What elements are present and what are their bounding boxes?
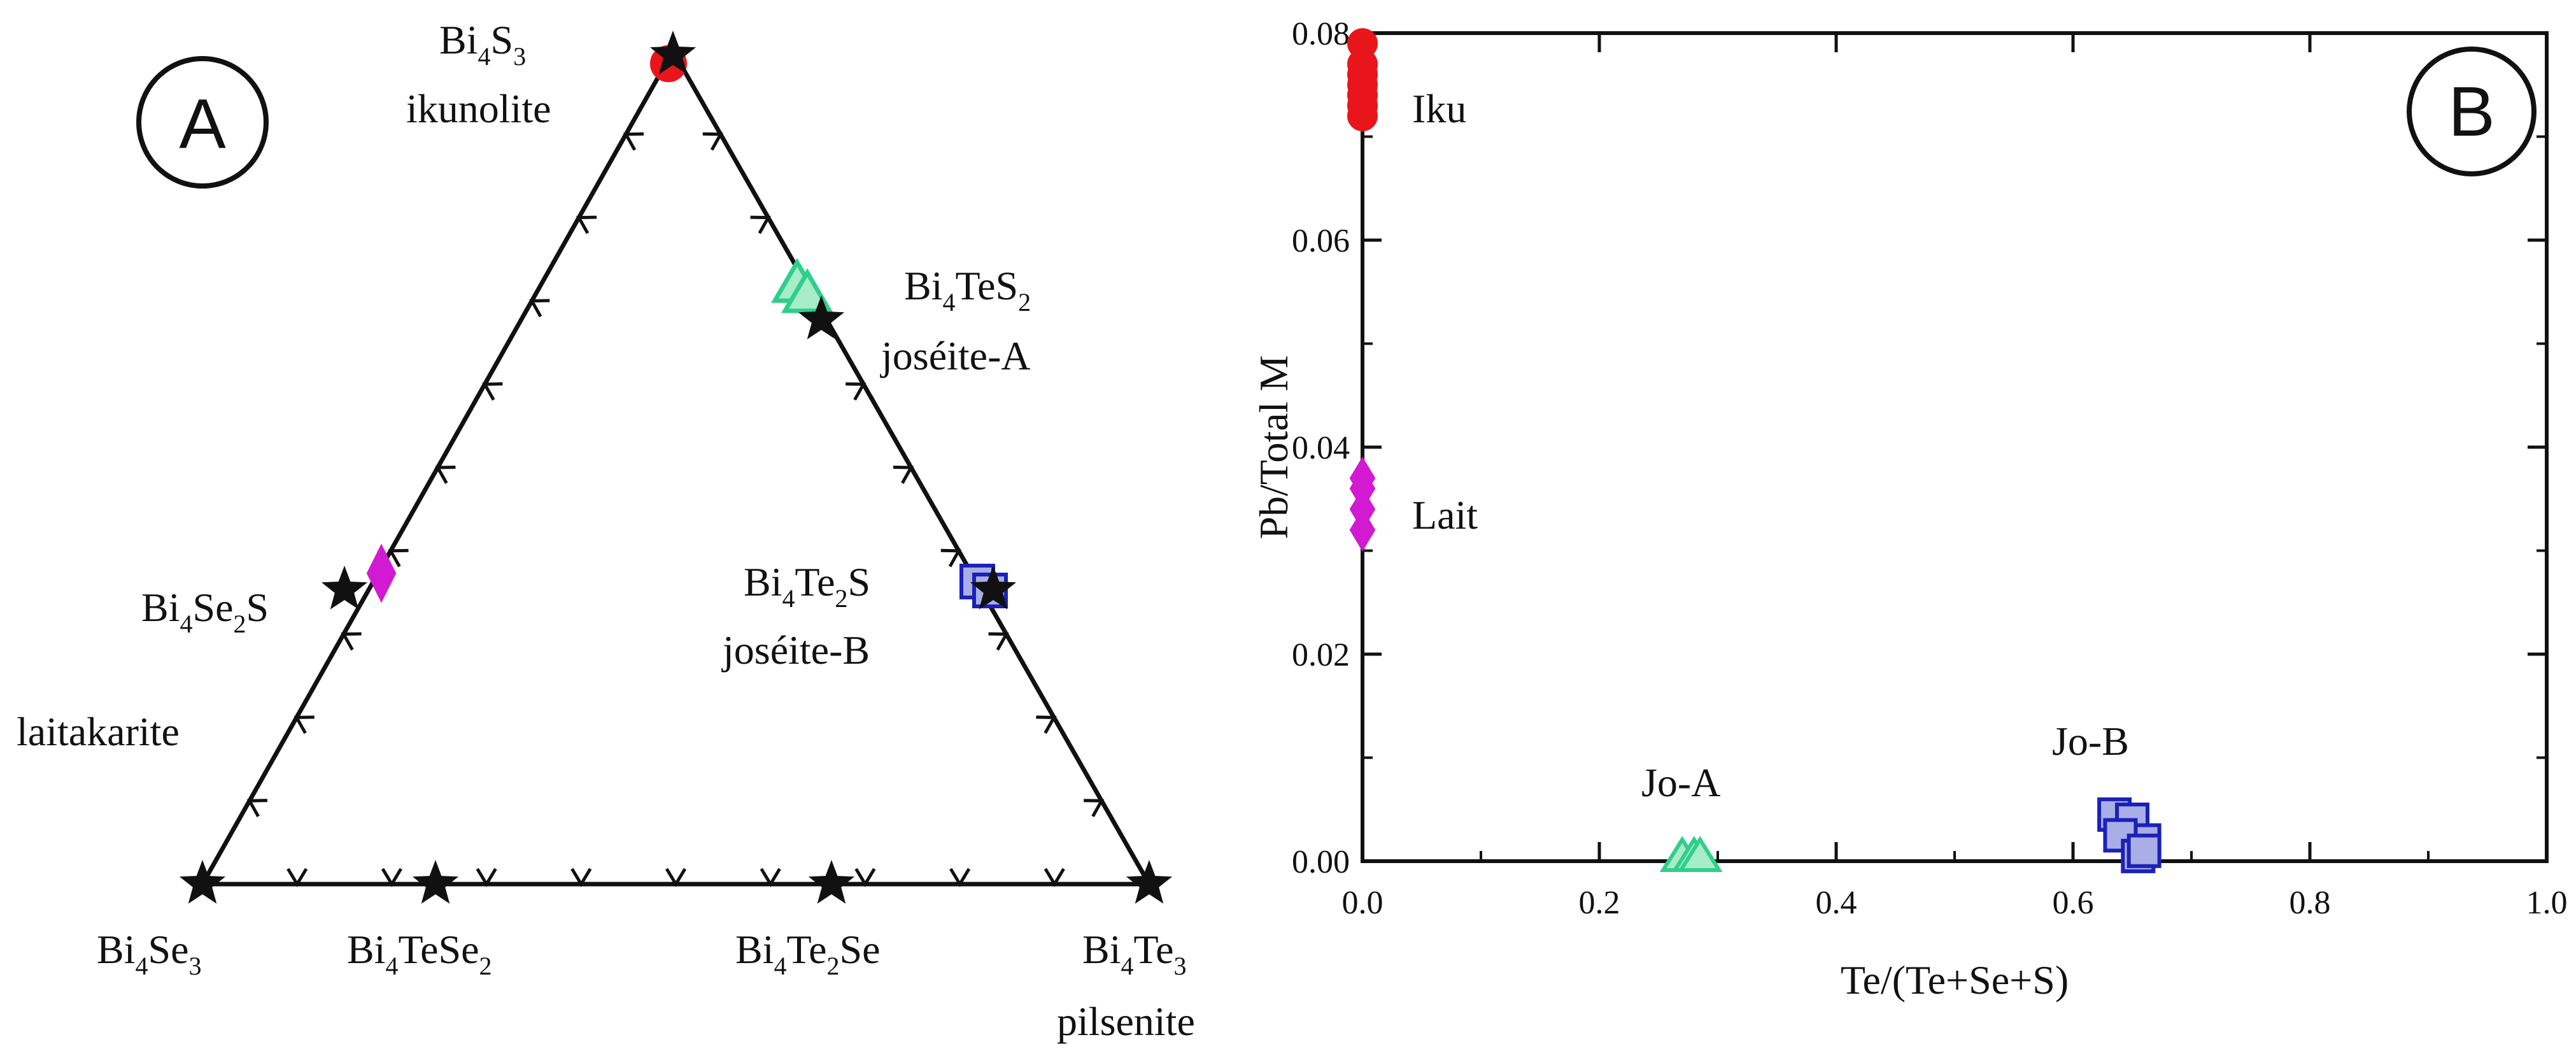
end-member-star [649,31,697,75]
end-member-star [798,296,845,340]
ternary-tick [246,799,267,817]
label-joseite-a: joséite-A [880,333,1031,378]
ternary-tick [750,215,771,234]
ternary-tick [570,868,592,887]
x-tick-label: 0.0 [1342,885,1384,921]
ternary-tick [949,868,971,887]
panel-b-letter: B [2448,73,2495,151]
x-tick-label: 0.8 [2289,885,2331,921]
ternary-tick [988,632,1009,651]
y-tick-label: 0.02 [1292,637,1350,673]
ternary-tick [388,548,409,568]
laitakarite-point [366,543,397,603]
ternary-tick [854,868,876,887]
ternary-tick [1084,799,1105,817]
plot-frame [1361,31,2549,863]
x-tick-label: 0.6 [2053,885,2094,921]
series-label-iku: Iku [1412,86,1466,131]
chart-axes: 0.0 0.2 0.4 0.6 0.8 1.0 0.00 0.02 0.04 0.06 0.08 [1292,16,2568,921]
label-bi4se3: Bi4Se3 [97,927,201,980]
ternary-tick [576,215,597,234]
label-laitakarite: laitakarite [17,709,180,754]
ternary-tick [623,132,644,151]
ternary-tick [529,299,550,318]
point-jo-b [2127,833,2162,868]
x-tick-label: 0.2 [1579,885,1620,921]
ternary-tick [476,868,497,887]
point-lait [1349,508,1376,552]
label-bi4te3: Bi4Te3 [1082,927,1187,980]
end-member-star [970,566,1017,610]
panel-a-letter: A [179,85,226,163]
y-tick-label: 0.00 [1292,844,1350,880]
series-label-lait: Lait [1412,492,1478,538]
end-member-star [412,860,459,904]
ternary-tick [1044,868,1065,887]
ternary-tick [341,632,362,651]
point-iku [1347,101,1378,131]
ternary-tick [893,466,914,484]
point-jo-a [1677,836,1723,872]
y-tick-label: 0.06 [1292,223,1350,259]
ternary-ticks [246,132,1105,887]
y-axis-label: Pb/Total M [1251,355,1296,540]
ternary-tick [702,132,724,151]
x-tick-label: 0.4 [1816,885,1857,921]
end-member-star [179,860,226,904]
series-label-jo-a: Jo-A [1641,760,1720,805]
label-bi4te2se: Bi4Te2Se [735,927,881,980]
ternary-tick [1036,715,1057,734]
ternary-tick [294,715,315,734]
label-ikunolite: ikunolite [406,86,551,131]
ternary-tick [665,868,687,887]
y-tick-label: 0.08 [1292,16,1350,52]
ternary-tick [435,465,456,484]
ternary-tick [287,868,308,887]
label-bi4s3: Bi4S3 [439,17,526,71]
ternary-tick [940,548,962,568]
ternary-tick [846,382,867,401]
label-bi4se2s: Bi4Se2S [141,585,269,638]
y-tick-label: 0.04 [1292,430,1350,466]
ternary-tick [381,868,402,887]
label-bi4tese2: Bi4TeSe2 [347,927,492,980]
series-label-jo-b: Jo-B [2052,718,2129,764]
chart-points [1347,28,2162,873]
panel-a-badge [136,56,269,189]
end-member-star [1126,860,1173,904]
ternary-tick [760,868,781,887]
ternary-diagram-panel: A Bi4S3 ikunolite Bi4TeS2 joséite-A Bi4S… [17,17,1195,1044]
label-pilsenite: pilsenite [1057,999,1195,1044]
label-bi4te2s: Bi4Te2S [744,559,870,613]
scatter-chart-panel: 0.0 0.2 0.4 0.6 0.8 1.0 0.00 0.02 0.04 0.06 0.08 T… [1251,16,2568,1003]
ternary-triangle [199,46,1154,887]
ternary-end-member-stars [179,31,1173,904]
label-bi4tes2: Bi4TeS2 [904,263,1031,317]
x-axis-label: Te/(Te+Se+S) [1841,957,2069,1003]
ternary-tick [482,382,503,401]
panel-b-badge [2407,46,2537,176]
x-tick-label: 1.0 [2526,885,2568,921]
end-member-star [808,860,855,904]
end-member-star [321,566,368,610]
label-joseite-b: joséite-B [721,627,870,673]
joseite-a-point [781,268,834,313]
